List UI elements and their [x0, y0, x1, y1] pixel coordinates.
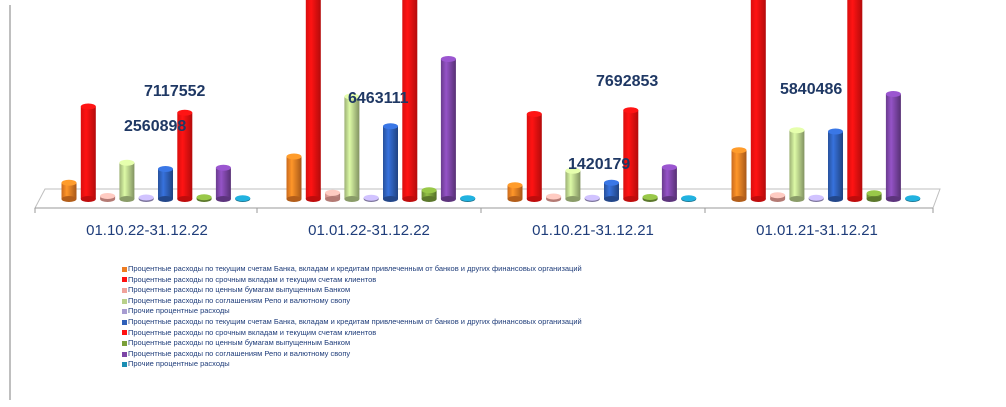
bar: [460, 195, 476, 202]
legend-swatch: [122, 351, 127, 357]
legend-label: Процентные расходы по ценным бумагам вып…: [128, 285, 351, 295]
bar: [138, 194, 154, 202]
bar: [235, 195, 251, 202]
bar: [363, 194, 379, 202]
legend-item: Процентные расходы по соглашениям Репо и…: [122, 296, 582, 307]
bar: [604, 179, 619, 202]
bar: [885, 91, 901, 202]
bar: [80, 103, 96, 202]
bar: [565, 167, 581, 202]
bar: [119, 159, 135, 202]
data-label: 5840486: [780, 81, 842, 98]
legend-item: Процентные расходы по соглашениям Репо и…: [122, 349, 582, 360]
bar: [584, 194, 600, 202]
legend-swatch: [122, 266, 127, 272]
bar: [661, 164, 677, 202]
bar: [305, 0, 321, 202]
bar: [623, 107, 639, 202]
bar: [286, 153, 302, 202]
category-label: 01.10.22-31.12.22: [86, 222, 208, 239]
legend-label: Процентные расходы по текущим счетам Бан…: [128, 316, 582, 326]
legend-label: Процентные расходы по текущим счетам Бан…: [128, 264, 582, 273]
data-label: 6463111: [348, 90, 409, 107]
legend: Процентные расходы по текущим счетам Бан…: [122, 264, 582, 370]
category-label: 01.01.21-31.12.21: [756, 222, 878, 239]
legend-item: Процентные расходы по срочным вкладам и …: [122, 328, 582, 339]
bar: [325, 189, 341, 202]
bar: [100, 193, 116, 202]
legend-label: Процентные расходы по соглашениям Репо и…: [128, 348, 351, 358]
bar: [808, 194, 824, 202]
legend-swatch: [122, 277, 127, 283]
legend-label: Процентные расходы по соглашениям Репо и…: [128, 295, 351, 305]
bar: [905, 195, 921, 202]
bar: [681, 195, 697, 202]
bar: [546, 193, 562, 202]
legend-swatch: [122, 287, 127, 293]
bar: [847, 0, 863, 202]
legend-label: Процентные расходы по срочным вкладам и …: [128, 327, 377, 337]
bar: [383, 123, 398, 202]
bar: [866, 190, 882, 202]
category-label: 01.10.21-31.12.21: [532, 222, 654, 239]
legend-swatch: [122, 298, 127, 304]
legend-item: Процентные расходы по ценным бумагам вып…: [122, 338, 582, 349]
bar: [402, 0, 418, 202]
bar: [642, 194, 658, 202]
legend-swatch: [122, 319, 127, 325]
bar: [770, 192, 786, 202]
bar: [177, 109, 193, 202]
bar: [731, 147, 747, 202]
legend-item: Процентные расходы по срочным вкладам и …: [122, 275, 582, 286]
bar: [158, 166, 173, 202]
legend-swatch: [122, 362, 127, 368]
legend-swatch: [122, 309, 127, 315]
legend-item: Процентные расходы по текущим счетам Бан…: [122, 317, 582, 328]
legend-label: Процентные расходы по ценным бумагам вып…: [128, 338, 351, 348]
data-label: 7692853: [596, 73, 658, 90]
legend-item: Процентные расходы по текущим счетам Бан…: [122, 264, 582, 275]
bar: [526, 111, 542, 202]
legend-swatch: [122, 330, 127, 336]
bar: [215, 164, 231, 202]
bar: [828, 128, 843, 202]
bar: [421, 187, 437, 202]
legend-item: Прочие процентные расходы: [122, 306, 582, 317]
legend-item: Прочие процентные расходы: [122, 359, 582, 370]
legend-label: Прочие процентные расходы: [128, 306, 230, 316]
bar: [789, 127, 805, 202]
bar: [61, 179, 77, 202]
data-label: 2560898: [124, 118, 186, 135]
legend-item: Процентные расходы по ценным бумагам вып…: [122, 285, 582, 296]
data-label: 1420179: [568, 156, 630, 173]
legend-swatch: [122, 340, 127, 346]
bar: [750, 0, 766, 202]
legend-label: Процентные расходы по срочным вкладам и …: [128, 274, 377, 284]
bar: [344, 93, 360, 202]
category-label: 01.01.22-31.12.22: [308, 222, 430, 239]
bar: [196, 194, 212, 202]
data-label: 7117552: [144, 83, 206, 100]
bar: [507, 182, 523, 202]
bar: [440, 56, 456, 202]
legend-label: Прочие процентные расходы: [128, 359, 230, 369]
